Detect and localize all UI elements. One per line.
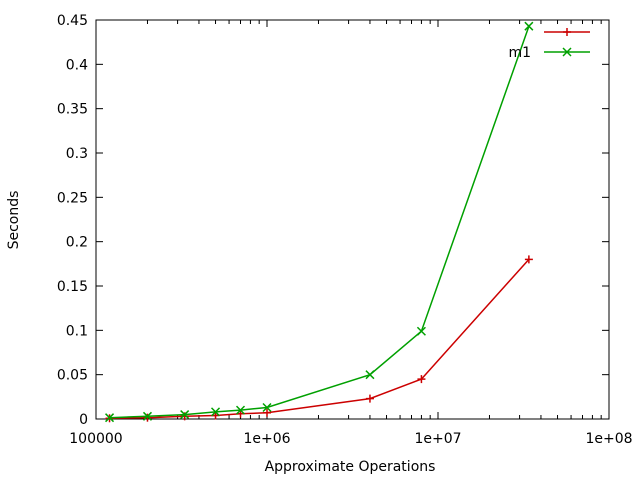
x-axis-ticks: 100000 1e+06 1e+07 1e+08 (69, 20, 633, 447)
data-point (142, 411, 153, 421)
series-layer (105, 21, 534, 423)
legend-label: m1 (508, 45, 531, 61)
y-tick-label: 0.05 (57, 368, 88, 384)
y-tick-label: 0.3 (66, 146, 88, 162)
data-point (365, 370, 375, 380)
legend-marker (562, 47, 572, 57)
data-point (143, 413, 152, 422)
data-point (235, 405, 246, 415)
legend: m1 (508, 28, 590, 61)
y-tick-label: 0.4 (66, 57, 88, 73)
data-point (262, 402, 272, 413)
y-tick-label: 0.45 (57, 13, 88, 29)
x-tick-label: 1e+06 (243, 431, 290, 447)
data-point (417, 375, 426, 384)
data-point (524, 21, 534, 31)
data-point (180, 410, 190, 420)
series-2 (105, 21, 534, 423)
series-line (109, 25, 530, 419)
data-point (524, 255, 533, 264)
y-tick-label: 0.2 (66, 235, 88, 251)
legend-entry-1 (544, 28, 590, 36)
y-tick-label: 0.25 (57, 190, 88, 206)
y-tick-label: 0.15 (57, 279, 88, 295)
x-tick-label: 1e+08 (585, 431, 632, 447)
x-tick-label: 100000 (69, 431, 122, 447)
y-tick-label: 0.1 (66, 323, 88, 339)
data-point (210, 407, 221, 417)
y-axis-ticks: 0 0.05 0.1 0.15 0.2 0.25 0.3 0.35 0.4 0.45 (57, 13, 609, 428)
plot-frame (95, 19, 610, 420)
x-axis-label: Approximate Operations (265, 459, 436, 475)
x-tick-label: 1e+07 (414, 431, 461, 447)
series-line (109, 258, 530, 420)
legend-marker (563, 28, 571, 36)
data-point (105, 413, 115, 423)
data-point (365, 394, 374, 403)
y-tick-label: 0.35 (57, 102, 88, 118)
y-axis-label: Seconds (6, 191, 22, 250)
y-tick-label: 0 (79, 412, 88, 428)
series-1 (105, 255, 533, 423)
data-point (416, 326, 426, 336)
legend-entry-2: m1 (508, 45, 590, 61)
data-point (263, 408, 271, 417)
